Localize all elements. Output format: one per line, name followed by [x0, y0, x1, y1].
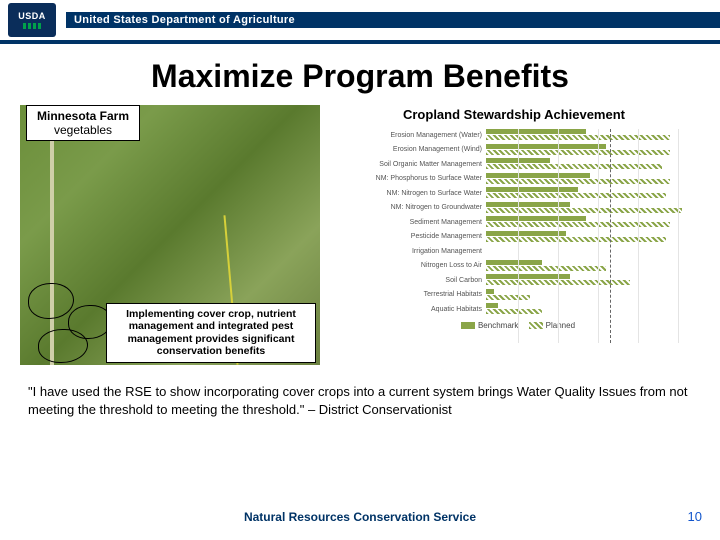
- legend-label-planned: Planned: [546, 321, 575, 330]
- bar-group: [486, 128, 692, 143]
- bar-group: [486, 259, 692, 274]
- category-label: Nitrogen Loss to Air: [336, 262, 486, 269]
- bar-group: [486, 230, 692, 245]
- planned-bar: [486, 309, 542, 314]
- bar-group: [486, 288, 692, 303]
- bar-group: [486, 157, 692, 172]
- category-label: Erosion Management (Wind): [336, 146, 486, 153]
- bar-group: [486, 273, 692, 288]
- legend-label-benchmark: Benchmark: [478, 321, 518, 330]
- planned-bar: [486, 208, 682, 213]
- bar-group: [486, 302, 692, 317]
- planned-bar: [486, 266, 606, 271]
- bar-group: [486, 143, 692, 158]
- department-name: United States Department of Agriculture: [74, 14, 295, 26]
- farm-name: Minnesota Farm: [37, 109, 129, 123]
- aerial-map: Minnesota Farm vegetables Implementing c…: [20, 105, 320, 365]
- category-label: Soil Carbon: [336, 277, 486, 284]
- threshold-line: [610, 129, 611, 343]
- testimonial-quote: "I have used the RSE to show incorporati…: [0, 365, 720, 418]
- benchmark-bar: [486, 231, 566, 236]
- implementation-callout: Implementing cover crop, nutrient manage…: [106, 303, 316, 363]
- content-row: Minnesota Farm vegetables Implementing c…: [0, 105, 720, 365]
- category-label: Sediment Management: [336, 219, 486, 226]
- bar-group: [486, 215, 692, 230]
- category-label: NM: Nitrogen to Surface Water: [336, 190, 486, 197]
- planned-bar: [486, 295, 530, 300]
- benchmark-bar: [486, 289, 494, 294]
- planned-bar: [486, 150, 670, 155]
- planned-bar: [486, 179, 670, 184]
- stewardship-chart: Cropland Stewardship Achievement Erosion…: [328, 105, 700, 365]
- planned-bar: [486, 237, 666, 242]
- benchmark-bar: [486, 216, 586, 221]
- usda-logo-bars: [23, 23, 41, 29]
- gridline: [598, 129, 599, 343]
- legend-swatch-benchmark: [461, 322, 475, 329]
- page-number: 10: [688, 509, 702, 524]
- bar-group: [486, 244, 692, 259]
- benchmark-bar: [486, 173, 590, 178]
- benchmark-bar: [486, 187, 578, 192]
- gridline: [558, 129, 559, 343]
- legend-swatch-planned: [529, 322, 543, 329]
- farm-callout: Minnesota Farm vegetables: [26, 105, 140, 141]
- category-label: Pesticide Management: [336, 233, 486, 240]
- benchmark-bar: [486, 260, 542, 265]
- usda-logo-text: USDA: [18, 11, 46, 21]
- benchmark-bar: [486, 144, 606, 149]
- category-label: Erosion Management (Water): [336, 132, 486, 139]
- category-label: NM: Phosphorus to Surface Water: [336, 175, 486, 182]
- category-label: Aquatic Habitats: [336, 306, 486, 313]
- bar-group: [486, 172, 692, 187]
- chart-title: Cropland Stewardship Achievement: [336, 107, 692, 122]
- planned-bar: [486, 164, 662, 169]
- usda-logo: USDA: [8, 3, 56, 37]
- gridline: [678, 129, 679, 343]
- benchmark-bar: [486, 129, 586, 134]
- category-label: Terrestrial Habitats: [336, 291, 486, 298]
- category-label: Irrigation Management: [336, 248, 486, 255]
- usda-header: USDA United States Department of Agricul…: [0, 0, 720, 44]
- gridline: [518, 129, 519, 343]
- planned-bar: [486, 193, 666, 198]
- footer-service: Natural Resources Conservation Service: [0, 510, 720, 524]
- planned-bar: [486, 222, 670, 227]
- category-label: NM: Nitrogen to Groundwater: [336, 204, 486, 211]
- benchmark-bar: [486, 303, 498, 308]
- planned-bar: [486, 135, 670, 140]
- gridline: [638, 129, 639, 343]
- category-label: Soil Organic Matter Management: [336, 161, 486, 168]
- page-title: Maximize Program Benefits: [0, 58, 720, 95]
- farm-crop: vegetables: [37, 123, 129, 137]
- bar-group: [486, 186, 692, 201]
- field-outline: [28, 283, 74, 319]
- header-bar: United States Department of Agriculture: [66, 12, 720, 28]
- field-outline: [38, 329, 88, 363]
- bar-group: [486, 201, 692, 216]
